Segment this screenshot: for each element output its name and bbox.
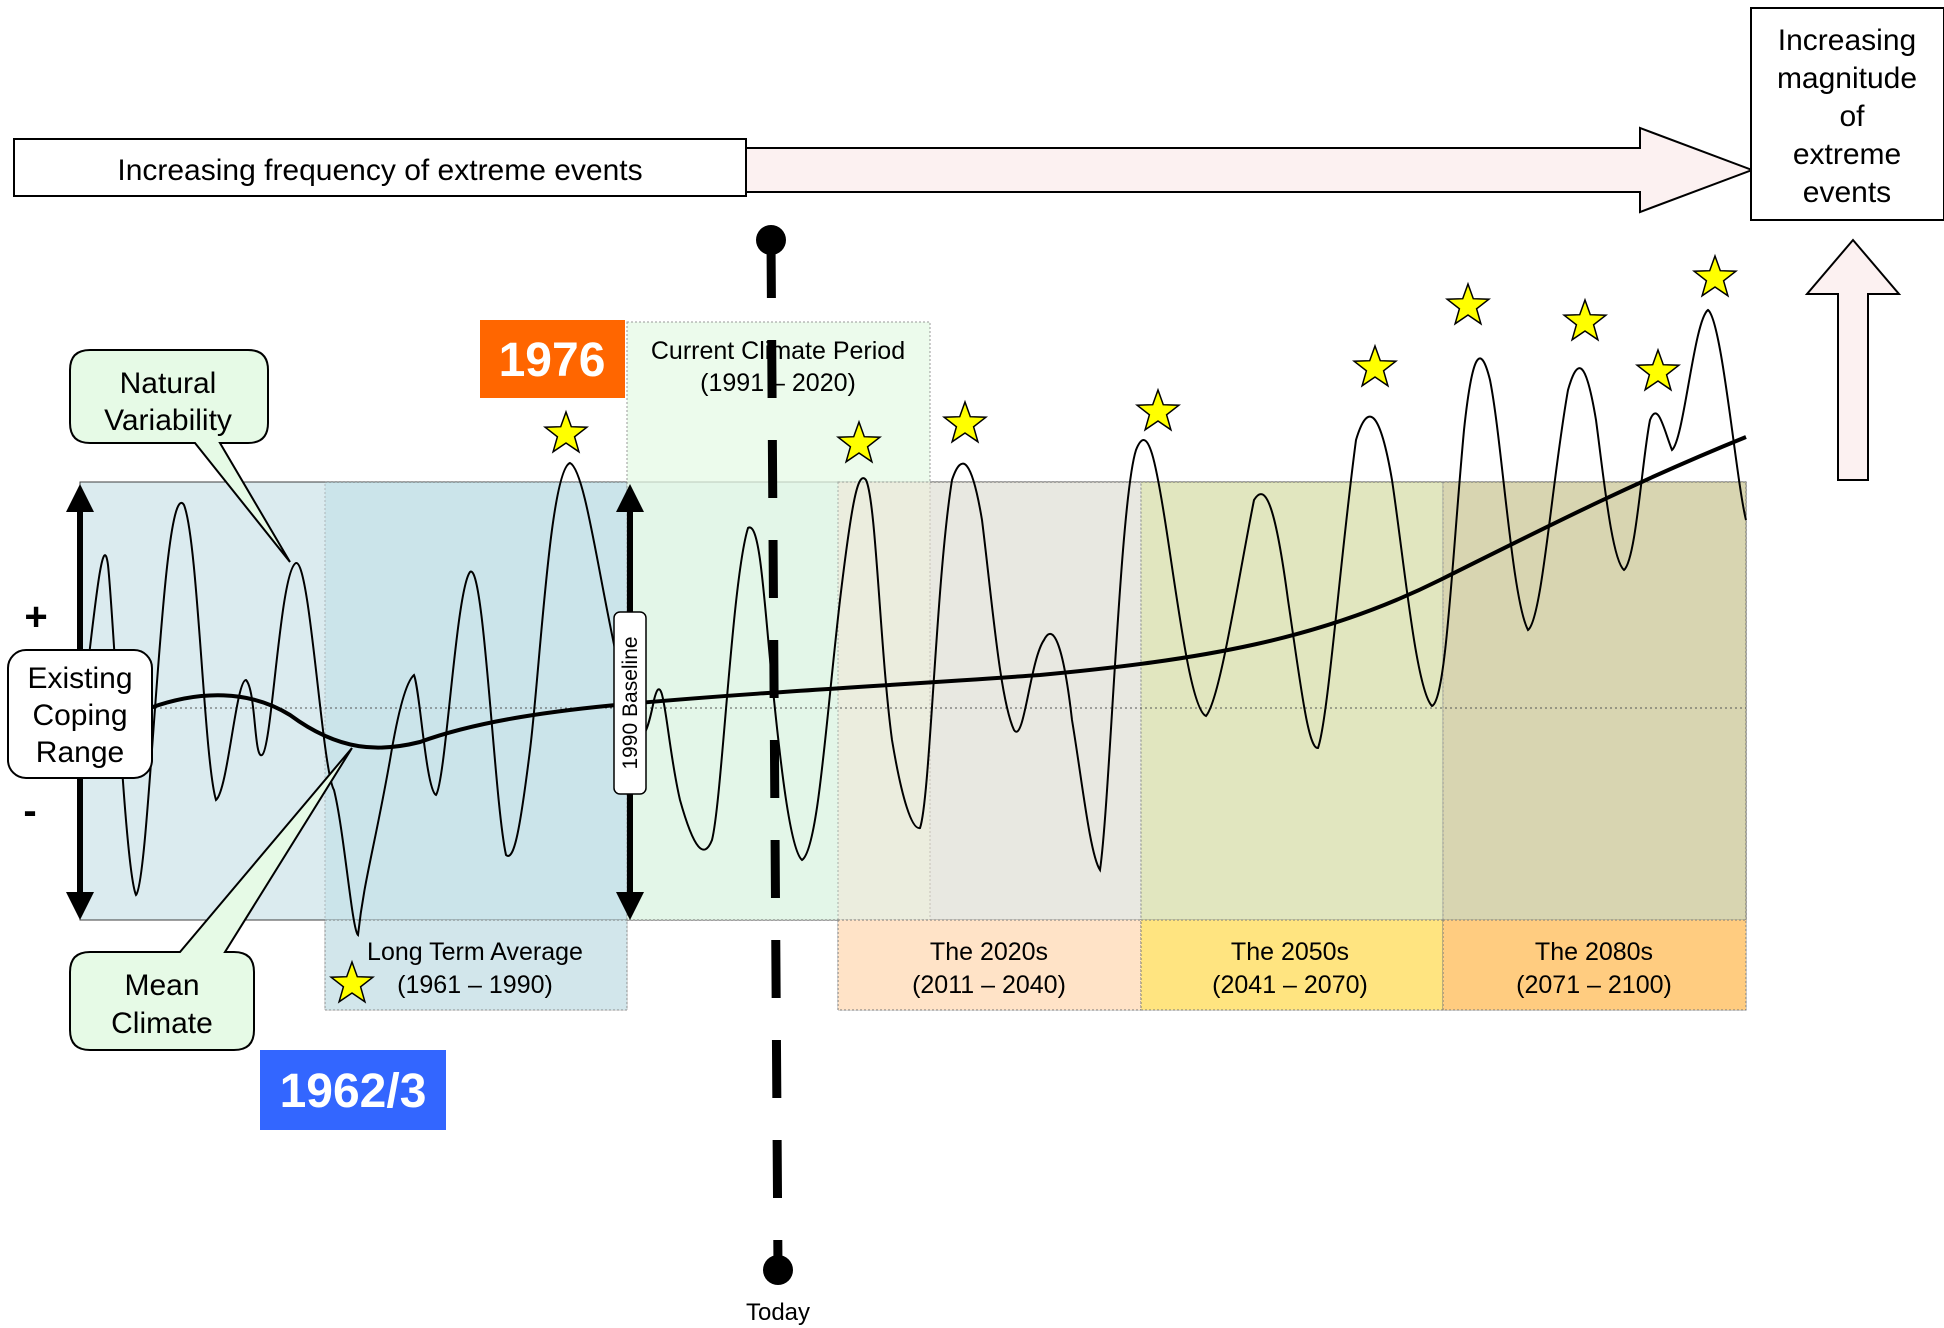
coping-range-line-3: Range xyxy=(36,736,124,769)
long-term-label-1: Long Term Average xyxy=(367,938,583,966)
today-marker xyxy=(756,225,793,1285)
star-icon xyxy=(1445,281,1491,326)
callout-natural-variability: Natural Variability xyxy=(69,349,291,563)
mean-climate-line-1: Mean xyxy=(124,969,199,1002)
natural-variability-line-2: Variability xyxy=(104,404,232,437)
mean-climate-line-2: Climate xyxy=(111,1007,213,1040)
star-icon xyxy=(1352,343,1398,388)
star-icon xyxy=(1562,297,1608,342)
star-icon xyxy=(543,409,589,454)
callout-coping-range: Existing Coping Range xyxy=(7,649,153,779)
magnitude-line-5: events xyxy=(1803,176,1891,209)
coping-range-line-2: Coping xyxy=(32,699,127,732)
long-term-label-2: (1961 – 1990) xyxy=(397,971,553,999)
baseline-label-box xyxy=(613,611,647,795)
frequency-arrow: Increasing frequency of extreme events xyxy=(13,126,1755,214)
label-box-2080s xyxy=(1442,919,1747,1011)
label-2020s-2: (2011 – 2040) xyxy=(912,971,1066,999)
badge-1976-label: 1976 xyxy=(499,334,606,387)
natural-variability-line-1: Natural xyxy=(120,367,217,400)
frequency-arrow-label-box xyxy=(13,138,747,197)
badge-1962 xyxy=(260,1050,446,1130)
baseline-label: 1990 Baseline xyxy=(619,636,642,769)
star-icon xyxy=(942,399,988,444)
badge-1962-label: 1962/3 xyxy=(280,1065,427,1118)
label-box-2050s xyxy=(1140,919,1444,1011)
frequency-arrow-label: Increasing frequency of extreme events xyxy=(117,154,642,187)
extreme-event-stars xyxy=(329,253,1738,1004)
mean-climate-curve xyxy=(149,435,1747,750)
star-icon xyxy=(1635,347,1681,392)
plus-sign: + xyxy=(24,595,47,639)
star-icon xyxy=(1135,387,1181,432)
label-2080s-1: The 2080s xyxy=(1535,938,1653,966)
label-2050s-2: (2041 – 2070) xyxy=(1212,971,1368,999)
label-2020s-1: The 2020s xyxy=(930,938,1048,966)
label-2080s-2: (2071 – 2100) xyxy=(1516,971,1672,999)
star-icon xyxy=(329,959,375,1004)
current-climate-label-2: (1991 – 2020) xyxy=(700,369,856,397)
magnitude-group: Increasing magnitude of extreme events xyxy=(1750,7,1944,481)
magnitude-arrow xyxy=(1804,238,1902,481)
natural-variability-curve xyxy=(81,308,1747,937)
star-icon xyxy=(836,419,882,464)
magnitude-line-2: magnitude xyxy=(1777,62,1917,95)
star-icon xyxy=(1692,253,1738,298)
current-climate-label-1: Current Climate Period xyxy=(651,337,905,365)
label-box-2020s xyxy=(837,919,1142,1011)
frequency-arrow-shape xyxy=(744,126,1755,214)
minus-sign: - xyxy=(23,789,36,833)
callout-mean-climate: Mean Climate xyxy=(69,747,353,1051)
coping-range-line-1: Existing xyxy=(27,662,132,695)
magnitude-line-1: Increasing xyxy=(1778,24,1916,57)
magnitude-line-3: of xyxy=(1839,100,1865,133)
badge-1976 xyxy=(480,320,625,398)
today-label: Today xyxy=(746,1299,810,1326)
label-box-long-term xyxy=(324,919,628,1011)
label-2050s-1: The 2050s xyxy=(1231,938,1349,966)
magnitude-line-4: extreme xyxy=(1793,138,1901,171)
magnitude-box xyxy=(1750,7,1944,221)
